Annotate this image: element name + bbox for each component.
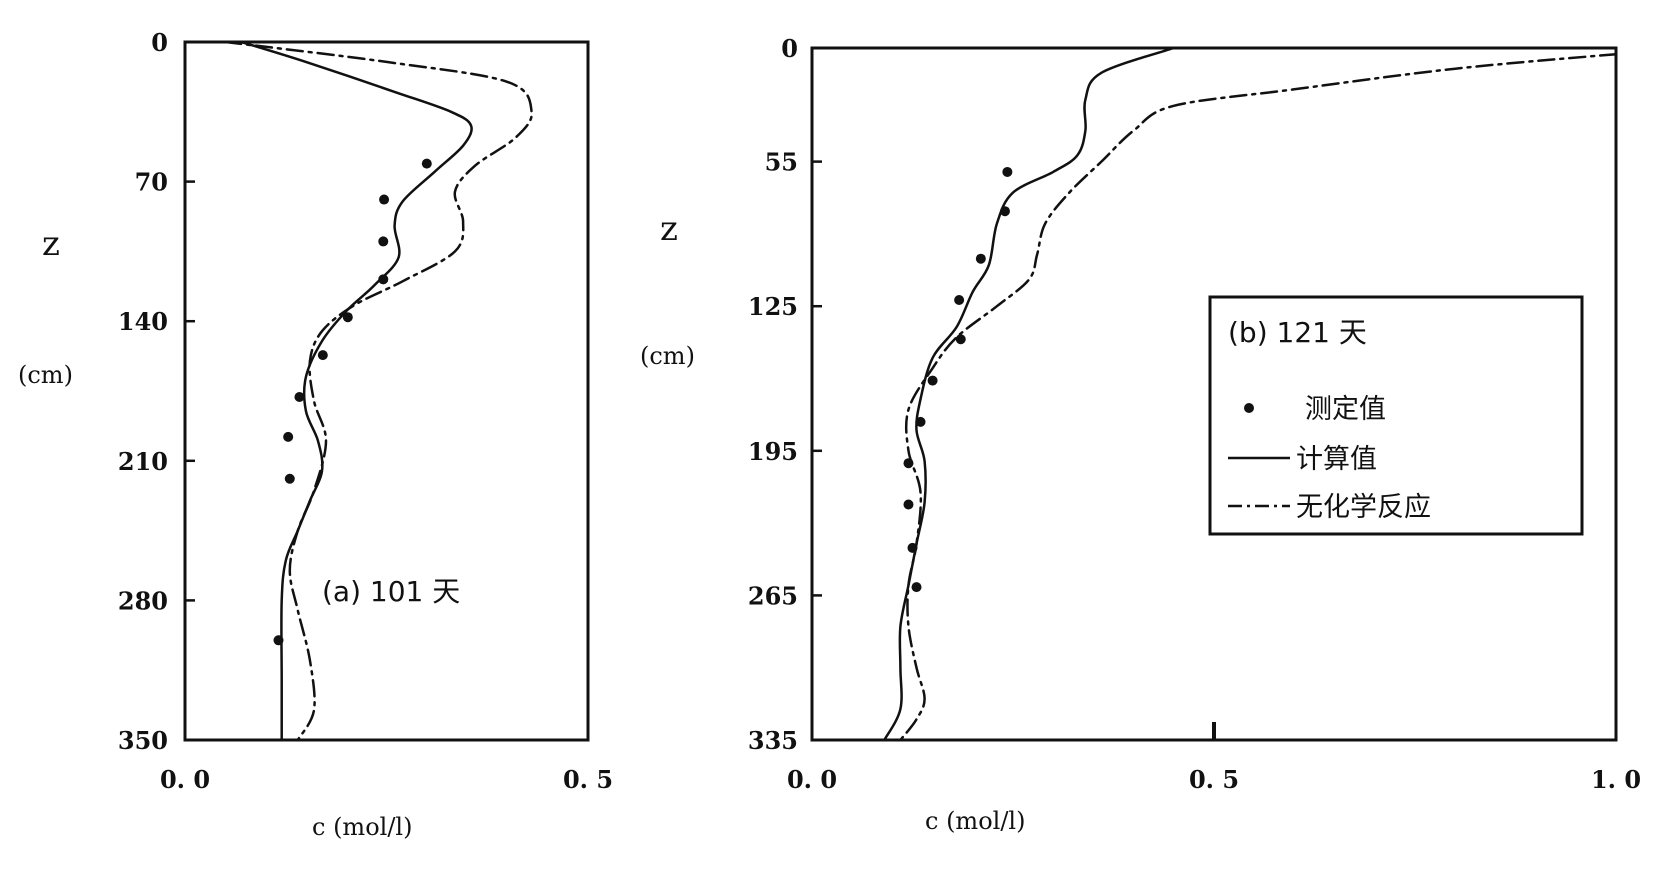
data-point-measured-2 — [378, 236, 389, 247]
x-tick-label-0: 0. 0 — [160, 765, 210, 794]
data-point-measured-9 — [273, 635, 284, 646]
series-line-no-reaction — [899, 52, 1618, 742]
series-line-no-reaction — [224, 40, 533, 742]
data-point-measured-4 — [955, 334, 966, 345]
y-axis-symbol-b: z — [660, 209, 678, 249]
data-point-measured-7 — [903, 458, 914, 469]
data-point-measured-4 — [342, 312, 353, 323]
legend-label-measured: 测定值 — [1305, 394, 1386, 425]
y-tick-label-3: 210 — [118, 447, 168, 476]
y-axis-unit-a: (cm) — [18, 361, 73, 389]
data-point-measured-9 — [907, 542, 918, 553]
data-point-measured-5 — [927, 375, 938, 386]
data-point-measured-3 — [954, 295, 965, 306]
panel-a-annotation: (a) 101 天 — [322, 575, 460, 608]
panel-b: 0 55 125 195 265 335 0. 0 0. 5 1. 0 z (cm) c (m… — [640, 34, 1641, 835]
data-point-measured-1 — [379, 194, 390, 205]
legend-title: (b) 121 天 — [1228, 316, 1367, 349]
panel-a: 0 70 140 210 280 350 0. 0 0. 5 z (cm) c (mol/l… — [18, 28, 613, 841]
y-ticks-a: 0 70 140 210 280 350 — [118, 28, 195, 755]
data-point-measured-7 — [283, 431, 294, 442]
legend: (b) 121 天 测定值 计算值 无化学反应 — [1208, 295, 1584, 536]
y-tick-label-2: 125 — [748, 292, 798, 321]
y-tick-label-0: 0 — [781, 34, 798, 63]
data-point-measured-1 — [999, 206, 1010, 217]
y-tick-label-5: 335 — [748, 726, 798, 755]
x-tick-label-2: 1. 0 — [1591, 765, 1641, 794]
plot-frame-a — [183, 40, 590, 742]
legend-label-computed: 计算值 — [1296, 444, 1377, 475]
y-tick-label-3: 195 — [748, 437, 798, 466]
points-a — [273, 158, 432, 646]
x-axis-label-a: c (mol/l) — [312, 813, 412, 841]
y-tick-label-1: 55 — [765, 148, 798, 177]
data-point-measured-0 — [1002, 166, 1013, 177]
y-tick-label-4: 265 — [748, 581, 798, 610]
y-tick-label-4: 280 — [118, 586, 168, 615]
x-axis-label-b: c (mol/l) — [925, 807, 1025, 835]
x-ticks-a: 0. 0 0. 5 — [160, 765, 613, 794]
y-axis-unit-b: (cm) — [640, 342, 695, 370]
legend-marker-measured — [1244, 403, 1254, 413]
points-b — [903, 166, 1013, 593]
x-tick-label-1: 0. 5 — [1189, 765, 1239, 794]
legend-label-no-reaction: 无化学反应 — [1296, 492, 1431, 523]
series-line-computed — [240, 40, 473, 742]
data-point-measured-6 — [915, 416, 926, 427]
y-tick-label-1: 70 — [135, 168, 168, 197]
y-ticks-b: 0 55 125 195 265 335 — [748, 34, 822, 755]
curves-b — [883, 46, 1618, 742]
x-tick-label-0: 0. 0 — [787, 765, 837, 794]
series-line-computed — [883, 46, 1176, 742]
legend-box — [1208, 295, 1584, 536]
curves-a — [224, 40, 533, 742]
data-point-measured-3 — [378, 274, 389, 285]
data-point-measured-8 — [284, 473, 295, 484]
data-point-measured-10 — [911, 582, 922, 593]
data-point-measured-0 — [421, 158, 432, 169]
x-ticks-b: 0. 0 0. 5 1. 0 — [787, 765, 1641, 794]
y-tick-label-0: 0 — [151, 28, 168, 57]
data-point-measured-2 — [975, 253, 986, 264]
y-tick-label-2: 140 — [118, 307, 168, 336]
y-tick-label-5: 350 — [118, 726, 168, 755]
data-point-measured-6 — [294, 391, 305, 402]
data-point-measured-8 — [903, 499, 914, 510]
data-point-measured-5 — [317, 350, 328, 361]
y-axis-symbol-a: z — [42, 224, 60, 264]
x-tick-label-1: 0. 5 — [563, 765, 613, 794]
